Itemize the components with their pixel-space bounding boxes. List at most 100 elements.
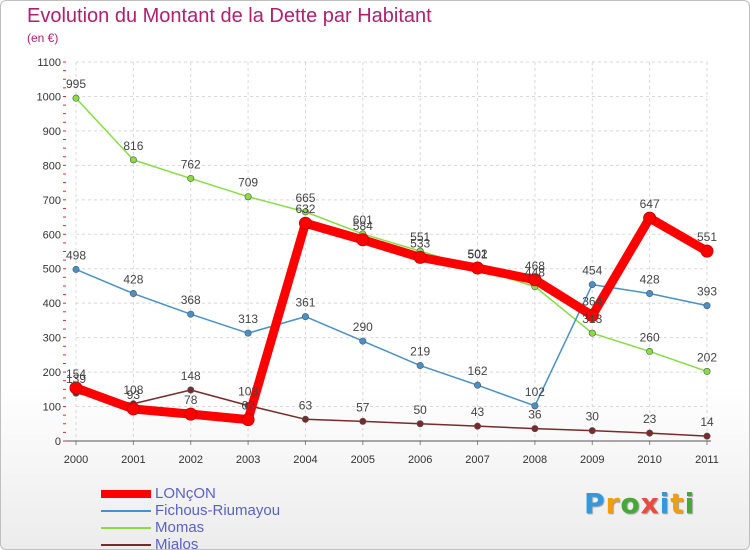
data-point — [301, 313, 309, 321]
data-point — [700, 244, 714, 258]
data-label: 364 — [582, 295, 602, 309]
data-point — [129, 290, 137, 298]
y-tick-label: 1100 — [37, 57, 61, 69]
x-tick-label: 2009 — [580, 454, 604, 466]
data-label: 498 — [66, 248, 86, 262]
data-point — [528, 273, 542, 287]
data-label: 23 — [643, 412, 657, 426]
data-label: 313 — [238, 312, 258, 326]
chart-subtitle: (en €) — [27, 31, 59, 45]
y-tick-label: 600 — [43, 229, 61, 241]
logo-letter: P — [584, 487, 606, 520]
data-point — [244, 193, 252, 201]
data-point — [298, 216, 312, 230]
data-label: 103 — [238, 385, 258, 399]
legend-item: Fichous-Riumayou — [101, 502, 321, 519]
data-label: 428 — [123, 273, 143, 287]
data-label: 361 — [295, 296, 315, 310]
proxiti-logo: Proxiti — [584, 487, 695, 520]
y-tick-label: 800 — [43, 160, 61, 172]
data-point — [416, 362, 424, 370]
data-point — [588, 329, 596, 337]
x-tick-label: 2005 — [351, 454, 375, 466]
data-point — [129, 156, 137, 164]
data-label: 260 — [640, 330, 660, 344]
series-line-1 — [75, 268, 708, 407]
x-tick-label: 2010 — [637, 454, 661, 466]
legend-label: Momas — [155, 519, 205, 536]
data-label: 219 — [410, 345, 430, 359]
data-point — [588, 427, 596, 435]
x-tick-label: 2011 — [695, 454, 719, 466]
y-tick-label: 1000 — [37, 91, 61, 103]
data-label: 502 — [468, 247, 488, 261]
y-tick-label: 400 — [43, 298, 61, 310]
data-label: 368 — [181, 293, 201, 307]
data-point — [187, 386, 195, 394]
data-label: 454 — [582, 264, 602, 278]
logo-letter: i — [684, 487, 696, 520]
data-point — [72, 94, 80, 102]
data-point — [531, 425, 539, 433]
legend-item: LONçON — [101, 485, 321, 502]
x-tick-label: 2000 — [64, 454, 88, 466]
data-label: 709 — [238, 176, 258, 190]
data-point — [646, 429, 654, 437]
data-label: 551 — [410, 230, 430, 244]
data-point — [356, 233, 370, 247]
data-point — [69, 381, 83, 395]
data-point — [126, 402, 140, 416]
data-label: 290 — [353, 320, 373, 334]
series-line-3 — [75, 389, 708, 437]
data-label: 202 — [697, 350, 717, 364]
data-label: 632 — [295, 202, 315, 216]
logo-letter: x — [640, 487, 660, 520]
data-point — [413, 250, 427, 264]
data-label: 162 — [468, 364, 488, 378]
y-tick-label: 900 — [43, 126, 61, 138]
legend-swatch — [101, 527, 151, 529]
data-label: 393 — [697, 285, 717, 299]
data-point — [588, 281, 596, 289]
data-label: 43 — [471, 405, 485, 419]
data-label: 154 — [66, 367, 86, 381]
data-label: 647 — [640, 197, 660, 211]
data-label: 14 — [700, 415, 714, 429]
data-point — [244, 329, 252, 337]
logo-letter: o — [620, 487, 641, 520]
logo-letter: i — [659, 487, 671, 520]
logo-letter: r — [605, 487, 621, 520]
data-label: 139 — [66, 372, 86, 386]
data-label: 108 — [123, 383, 143, 397]
data-point — [703, 302, 711, 310]
data-label: 501 — [468, 247, 488, 261]
data-label: 102 — [525, 385, 545, 399]
data-point — [703, 367, 711, 375]
data-point — [474, 381, 482, 389]
data-point — [471, 261, 485, 275]
x-tick-label: 2004 — [293, 454, 317, 466]
data-label: 995 — [66, 77, 86, 91]
y-tick-label: 500 — [43, 264, 61, 276]
legend-label: Fichous-Riumayou — [155, 502, 281, 519]
data-point — [585, 309, 599, 323]
data-point — [646, 290, 654, 298]
data-point — [301, 208, 309, 216]
data-label: 533 — [410, 236, 430, 250]
data-label: 448 — [525, 266, 545, 280]
line-chart: 0 100 200 300 400 500 600 700 800 900 1000 1100 2000… — [37, 57, 719, 466]
data-label: 428 — [640, 273, 660, 287]
series-line-2 — [75, 97, 708, 373]
data-label: 36 — [528, 408, 542, 422]
data-label: 816 — [123, 139, 143, 153]
data-point — [416, 420, 424, 428]
data-label: 57 — [356, 400, 370, 414]
data-point — [646, 347, 654, 355]
data-label: 78 — [184, 393, 198, 407]
data-point — [643, 211, 657, 225]
data-point — [703, 432, 711, 440]
data-point — [359, 417, 367, 425]
data-point — [72, 265, 80, 273]
x-tick-label: 2008 — [523, 454, 547, 466]
data-point — [184, 407, 198, 421]
